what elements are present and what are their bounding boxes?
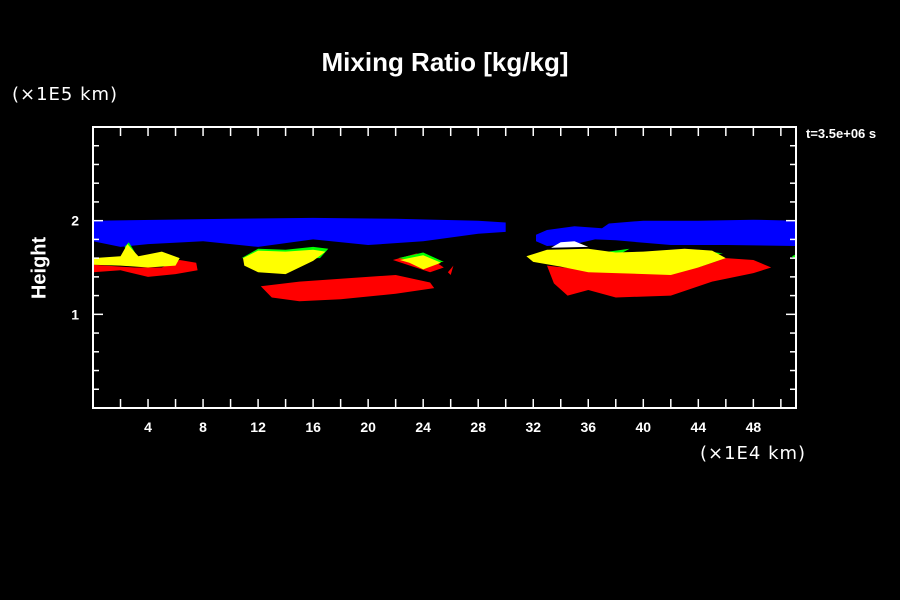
x-tick-label: 20 [360, 419, 376, 435]
x-tick-label: 32 [525, 419, 541, 435]
x-tick-label: 44 [691, 419, 707, 435]
x-tick-label: 40 [636, 419, 652, 435]
x-axis-unit: (×1E4 km) [700, 443, 807, 464]
time-annotation: t=3.5e+06 s [806, 126, 877, 141]
y-axis-unit: (×1E5 km) [12, 84, 119, 105]
x-tick-label: 48 [746, 419, 762, 435]
x-tick-label: 24 [415, 419, 431, 435]
region-yellow [526, 248, 726, 275]
region-yellow [243, 249, 326, 275]
plot-frame [92, 126, 797, 409]
region-blue [93, 217, 506, 247]
y-tick-label: 1 [71, 306, 79, 322]
region-red [260, 275, 435, 302]
x-tick-label: 16 [305, 419, 321, 435]
region-white [551, 241, 589, 248]
x-tick-label: 8 [199, 419, 207, 435]
region-yellow [399, 255, 442, 270]
region-red [447, 265, 454, 275]
x-tick-label: 12 [250, 419, 266, 435]
contour-regions [93, 217, 796, 302]
region-blue [536, 219, 796, 246]
x-tick-label: 4 [144, 419, 152, 435]
region-red [547, 258, 772, 298]
x-tick-label: 28 [470, 419, 486, 435]
chart-title: Mixing Ratio [kg/kg] [321, 47, 569, 77]
y-tick-label: 2 [71, 213, 79, 229]
x-tick-label: 36 [580, 419, 596, 435]
region-yellow [93, 244, 180, 268]
